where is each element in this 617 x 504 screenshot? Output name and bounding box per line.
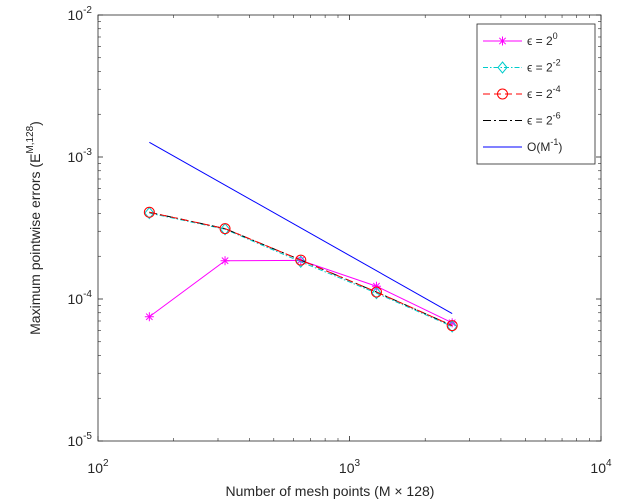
data-point-0-1 <box>220 256 230 266</box>
data-point-2-1 <box>219 223 231 235</box>
data-point-1-3 <box>371 286 382 300</box>
legend: ϵ = 20 ϵ = 2-2 ϵ = 2-4 ϵ = 2-6 O(M-1) <box>476 23 596 165</box>
data-point-1-1 <box>219 222 231 236</box>
data-point-0-4 <box>447 318 457 328</box>
data-point-1-2 <box>295 255 306 269</box>
x-tick-label: 104 <box>590 458 612 476</box>
y-axis-title: Maximum pointwise errors (EM,128) <box>25 121 43 335</box>
data-point-0-0 <box>144 312 154 322</box>
series-line-2 <box>149 211 453 327</box>
data-point-1-0 <box>144 206 155 220</box>
legend-label-3: ϵ = 2-6 <box>527 111 561 128</box>
legend-label-2: ϵ = 2-4 <box>527 84 561 101</box>
y-axis-title-superscript: M,128 <box>25 125 36 153</box>
y-tick-label: 10-3 <box>68 147 93 165</box>
x-tick-label: 102 <box>87 458 109 476</box>
series-line-4 <box>149 141 453 314</box>
series-line-3 <box>149 211 453 327</box>
data-point-0-3 <box>371 281 381 291</box>
axes: 102 103 104 10-5 10-4 10-3 10-2 <box>68 5 612 476</box>
y-tick-label: 10-2 <box>68 5 93 23</box>
x-tick-label: 103 <box>339 458 361 476</box>
x-axis-title: Number of mesh points (M × 128) <box>226 483 435 499</box>
legend-marker-0 <box>498 36 507 46</box>
y-tick-label: 10-4 <box>68 289 93 307</box>
legend-label-0: ϵ = 20 <box>527 31 558 48</box>
data-point-2-2 <box>295 254 307 266</box>
series-line-1 <box>149 212 453 327</box>
series-group <box>143 141 458 333</box>
legend-marker-2 <box>497 88 508 100</box>
y-tick-label: 10-5 <box>68 431 93 449</box>
legend-label-1: ϵ = 2-2 <box>527 58 561 75</box>
legend-label-4: O(M-1) <box>527 137 562 154</box>
legend-marker-1 <box>497 61 508 74</box>
data-point-2-4 <box>446 320 458 332</box>
data-point-2-0 <box>143 206 155 218</box>
data-point-2-3 <box>370 286 382 298</box>
